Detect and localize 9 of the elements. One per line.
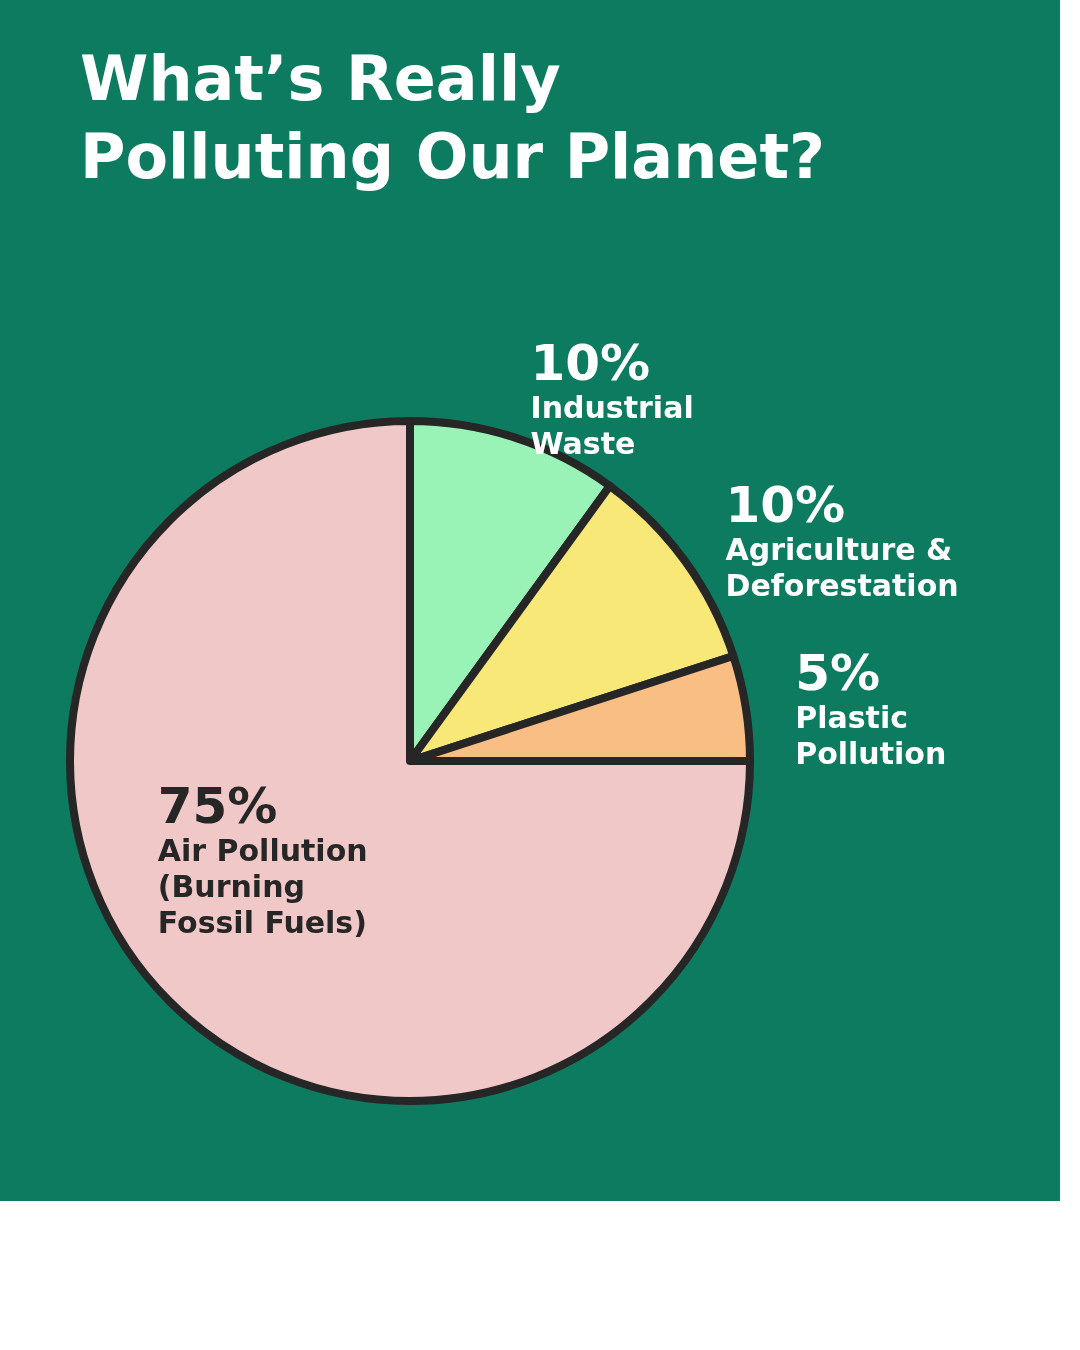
- slice-label: Plastic Pollution: [795, 699, 947, 771]
- data-label: 10%: [725, 475, 846, 534]
- data-label: 10%: [530, 334, 651, 393]
- slice-label: Industrial Waste: [530, 390, 694, 462]
- slice-label: Air Pollution (Burning Fossil Fuels): [157, 833, 368, 941]
- data-label: 5%: [795, 643, 881, 702]
- slice-label: Agriculture & Deforestation: [725, 531, 959, 603]
- data-label: 75%: [157, 777, 278, 836]
- chart-title: What’s Really Polluting Our Planet?: [80, 42, 825, 193]
